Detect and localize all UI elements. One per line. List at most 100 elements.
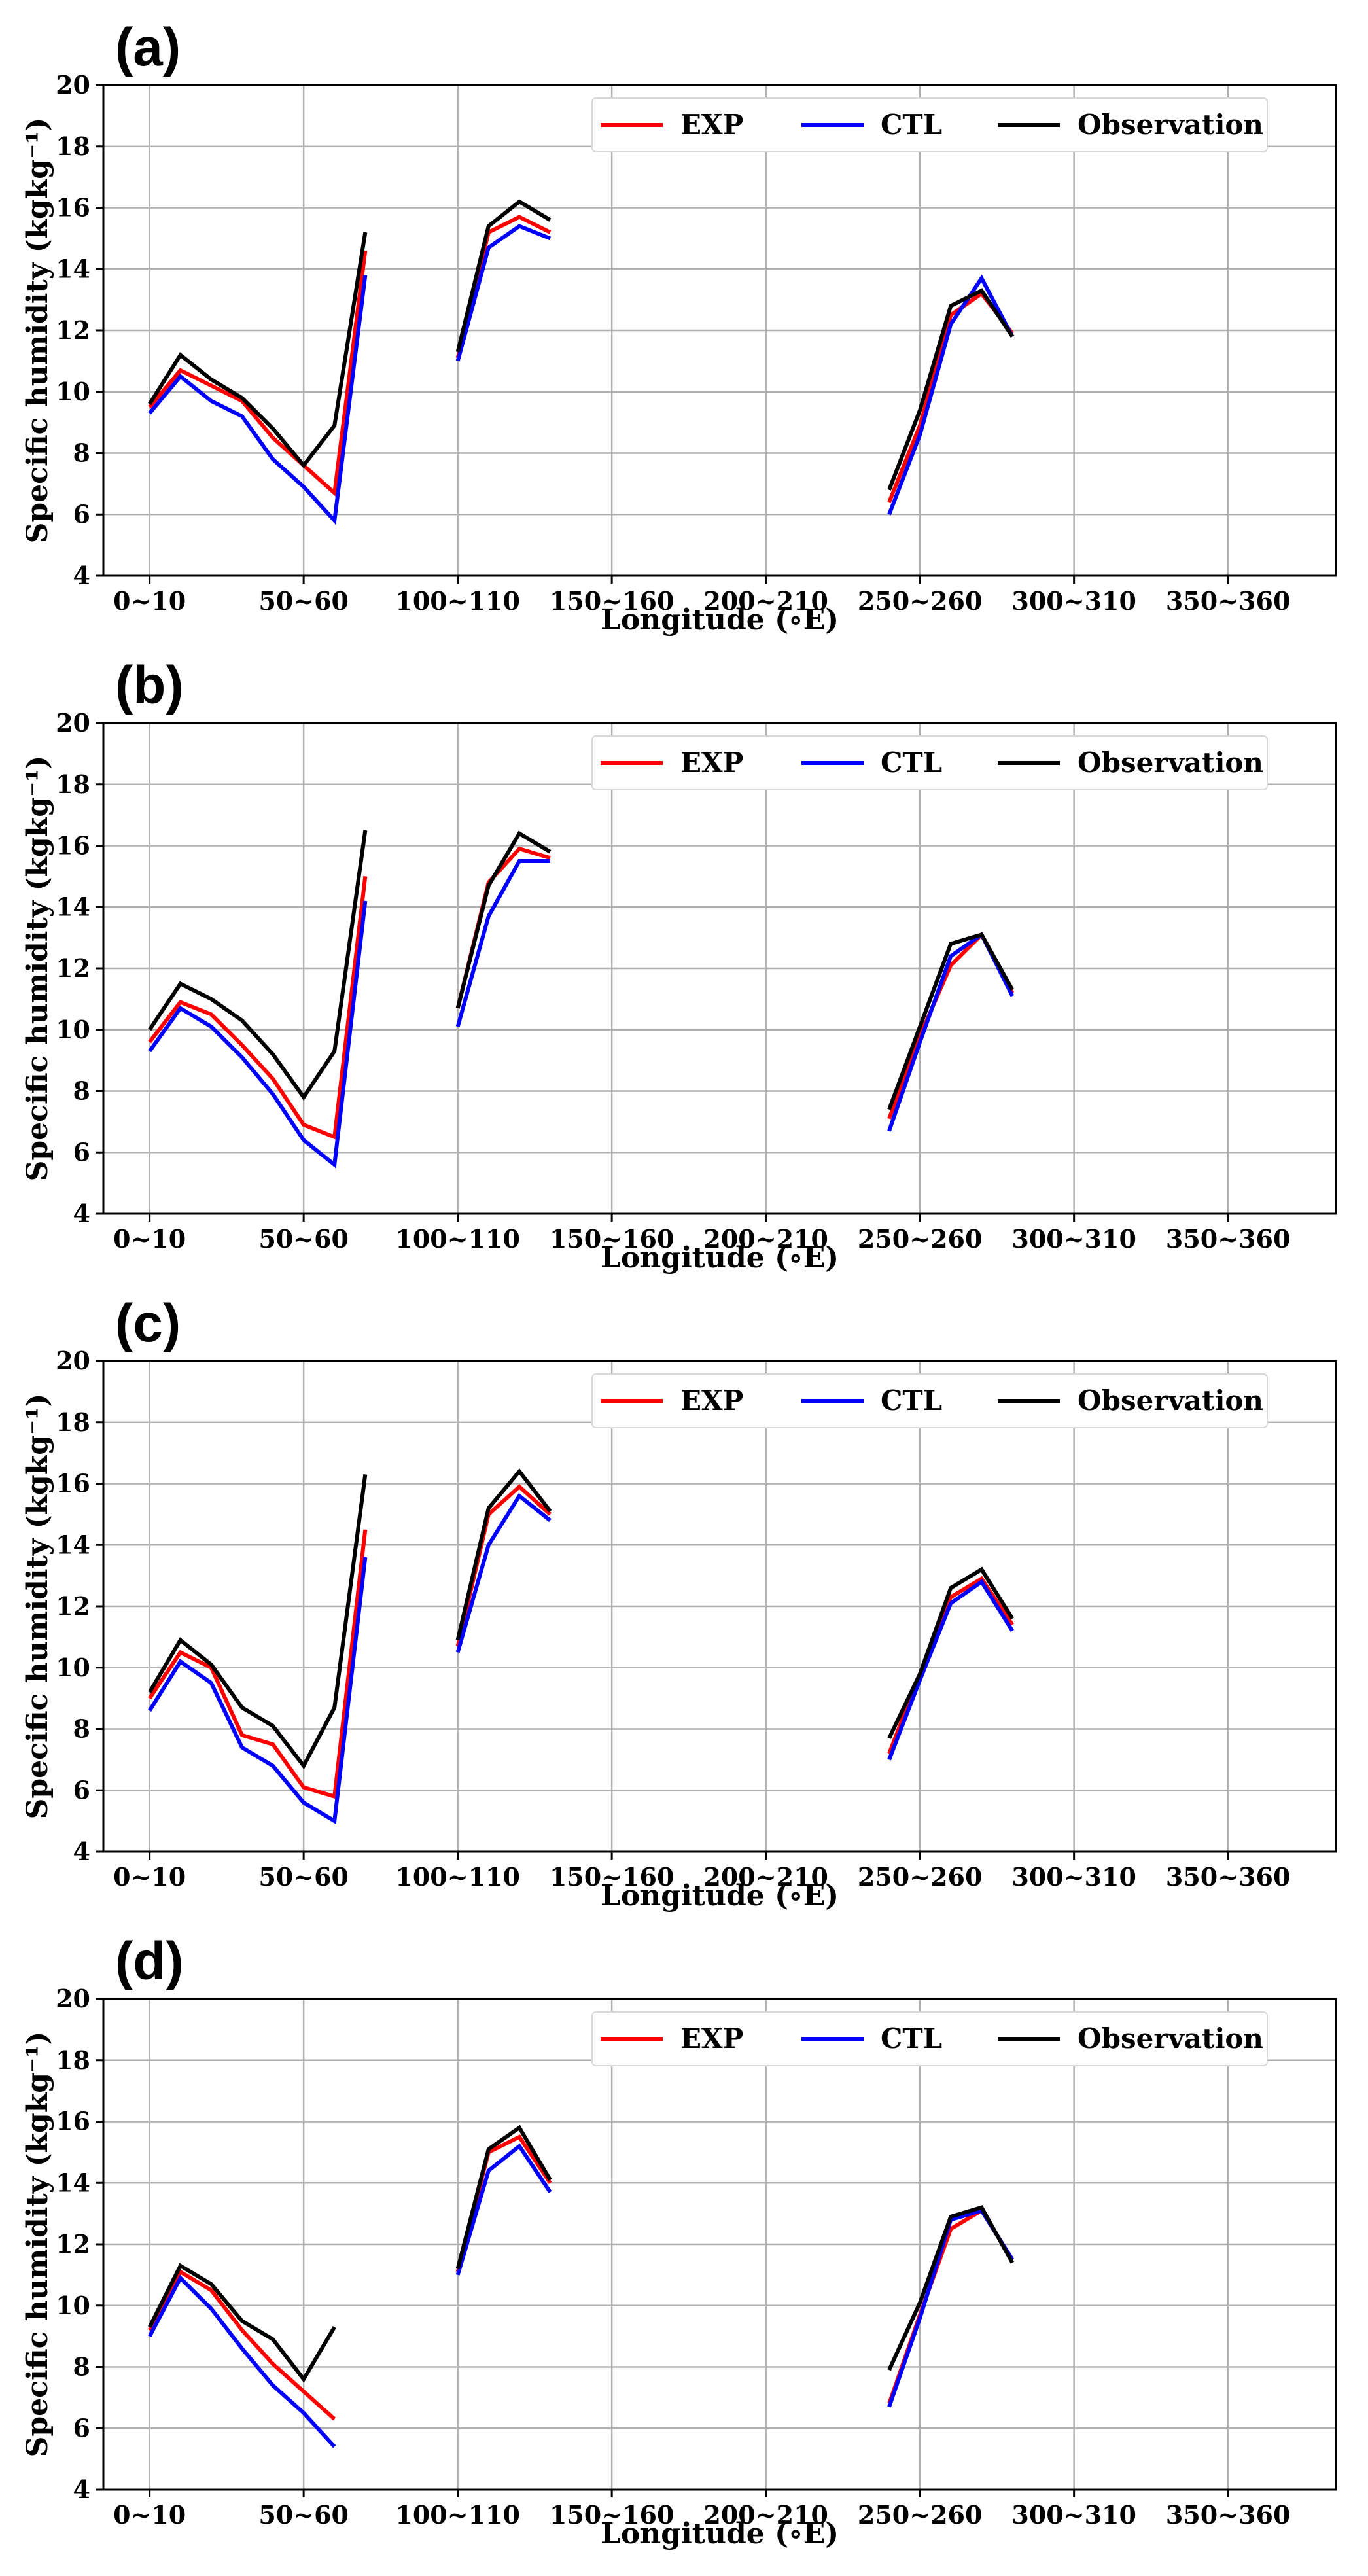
x-tick-label: 50~60: [258, 1862, 349, 1892]
y-tick-label: 10: [56, 2291, 90, 2320]
legend-label-ctl: CTL: [881, 109, 942, 141]
x-tick-label: 0~10: [113, 1862, 186, 1892]
series-line-exp: [887, 1576, 1014, 1755]
y-tick-label: 4: [73, 1837, 90, 1866]
y-tick-label: 8: [73, 1076, 90, 1106]
series-line-observation: [455, 1468, 552, 1641]
legend-label-observation: Observation: [1078, 747, 1263, 779]
series-line-ctl: [455, 2143, 552, 2276]
x-tick-label: 50~60: [258, 2500, 349, 2530]
series-line-ctl: [887, 2208, 1014, 2408]
x-tick-label: 200~210: [703, 2500, 828, 2530]
series-line-observation: [455, 199, 552, 353]
x-tick-label: 100~110: [395, 1862, 519, 1892]
y-tick-label: 4: [73, 561, 90, 590]
x-axis-label: Longitude (∘E): [601, 1241, 839, 1275]
series-line-observation: [455, 2125, 552, 2270]
series-line-exp: [455, 846, 551, 1009]
y-tick-label: 16: [56, 1469, 90, 1498]
series-line-ctl: [455, 858, 550, 1027]
x-tick-label: 350~360: [1166, 2500, 1290, 2530]
y-tick-label: 8: [73, 438, 90, 468]
chart-panel-1: (b) 4 6 8 10 12 14 16 18 20 0~10 50~60 100~110 150~16…: [0, 638, 1368, 1276]
x-tick-label: 50~60: [258, 586, 349, 616]
legend-box: [591, 2011, 1268, 2066]
series-line-exp: [148, 1529, 368, 1799]
x-tick-label: 50~60: [258, 1224, 349, 1254]
panel-label: (c): [115, 1294, 181, 1353]
series-line-ctl: [455, 224, 552, 362]
chart-svg: (b) 4 6 8 10 12 14 16 18 20 0~10 50~60 100~110 150~16…: [21, 656, 1337, 1275]
chart-panel-2: (c) 4 6 8 10 12 14 16 18 20 0~10 50~60 100~110 150~16…: [0, 1276, 1368, 1914]
y-tick-label: 10: [56, 1653, 90, 1682]
y-tick-label: 16: [56, 2107, 90, 2136]
x-axis-label: Longitude (∘E): [601, 603, 839, 637]
y-tick-label: 8: [73, 2352, 90, 2382]
x-tick-label: 250~260: [858, 1224, 982, 1254]
y-tick-label: 18: [56, 769, 90, 799]
y-axis-label: Specific humidity (kgkg⁻¹): [21, 2032, 54, 2458]
legend-box: [591, 735, 1268, 790]
legend-label-exp: EXP: [680, 109, 743, 141]
series-line-exp: [147, 2268, 336, 2421]
y-tick-label: 16: [56, 831, 90, 860]
x-tick-label: 300~310: [1011, 2500, 1136, 2530]
y-tick-label: 6: [73, 1137, 90, 1167]
x-tick-label: 250~260: [858, 2500, 982, 2530]
series-line-observation: [887, 932, 1015, 1110]
series-line-observation: [455, 830, 552, 1009]
y-tick-label: 18: [56, 2045, 90, 2075]
y-tick-label: 14: [56, 892, 90, 921]
y-tick-label: 20: [56, 1984, 90, 2013]
series-group: [148, 1468, 1014, 1825]
series-line-observation: [148, 830, 368, 1101]
x-tick-label: 0~10: [113, 1224, 186, 1254]
y-axis-label: Specific humidity (kgkg⁻¹): [21, 756, 54, 1182]
x-tick-label: 150~160: [550, 1224, 674, 1254]
x-tick-label: 250~260: [858, 586, 982, 616]
legend-label-ctl: CTL: [881, 1385, 942, 1417]
legend-label-observation: Observation: [1078, 1385, 1263, 1417]
x-tick-label: 350~360: [1166, 1862, 1290, 1892]
y-tick-label: 10: [56, 1015, 90, 1044]
series-line-ctl: [887, 1579, 1014, 1761]
series-group: [147, 2125, 1015, 2448]
legend-label-ctl: CTL: [881, 2022, 942, 2055]
chart-panel-3: (d) 4 6 8 10 12 14 16 18 20 0~10 50~60 100~110 150~16…: [0, 1914, 1368, 2552]
y-tick-label: 6: [73, 499, 90, 529]
y-tick-label: 14: [56, 2168, 90, 2197]
y-tick-label: 16: [56, 193, 90, 222]
x-tick-label: 0~10: [113, 2500, 186, 2530]
y-tick-label: 20: [56, 1346, 90, 1375]
series-line-ctl: [148, 900, 368, 1169]
x-tick-label: 350~360: [1166, 586, 1290, 616]
y-tick-label: 14: [56, 1530, 90, 1559]
series-group: [148, 830, 1015, 1169]
chart-svg: (c) 4 6 8 10 12 14 16 18 20 0~10 50~60 100~110 150~16…: [21, 1294, 1337, 1913]
x-tick-label: 200~210: [703, 1862, 828, 1892]
x-tick-label: 150~160: [550, 2500, 674, 2530]
series-line-exp: [148, 250, 368, 497]
x-tick-label: 100~110: [395, 1224, 519, 1254]
series-line-observation: [148, 232, 368, 469]
panel-label: (b): [115, 656, 184, 715]
y-tick-label: 6: [73, 2413, 90, 2443]
legend-label-observation: Observation: [1078, 109, 1263, 141]
y-tick-label: 6: [73, 1775, 90, 1805]
series-line-observation: [148, 1474, 368, 1770]
y-tick-label: 20: [56, 708, 90, 737]
x-tick-label: 0~10: [113, 586, 186, 616]
x-axis-label: Longitude (∘E): [601, 2517, 839, 2550]
x-tick-label: 200~210: [703, 1224, 828, 1254]
series-line-ctl: [147, 2274, 336, 2448]
chart-svg: (d) 4 6 8 10 12 14 16 18 20 0~10 50~60 100~110 150~16…: [21, 1932, 1337, 2550]
x-tick-label: 200~210: [703, 586, 828, 616]
x-tick-label: 300~310: [1011, 1862, 1136, 1892]
legend-label-exp: EXP: [680, 2022, 743, 2055]
legend-box: [591, 97, 1268, 152]
y-tick-label: 18: [56, 132, 90, 161]
legend-label-ctl: CTL: [881, 747, 942, 779]
x-axis-label: Longitude (∘E): [601, 1879, 839, 1913]
legend-box: [591, 1373, 1268, 1428]
x-tick-label: 150~160: [550, 1862, 674, 1892]
